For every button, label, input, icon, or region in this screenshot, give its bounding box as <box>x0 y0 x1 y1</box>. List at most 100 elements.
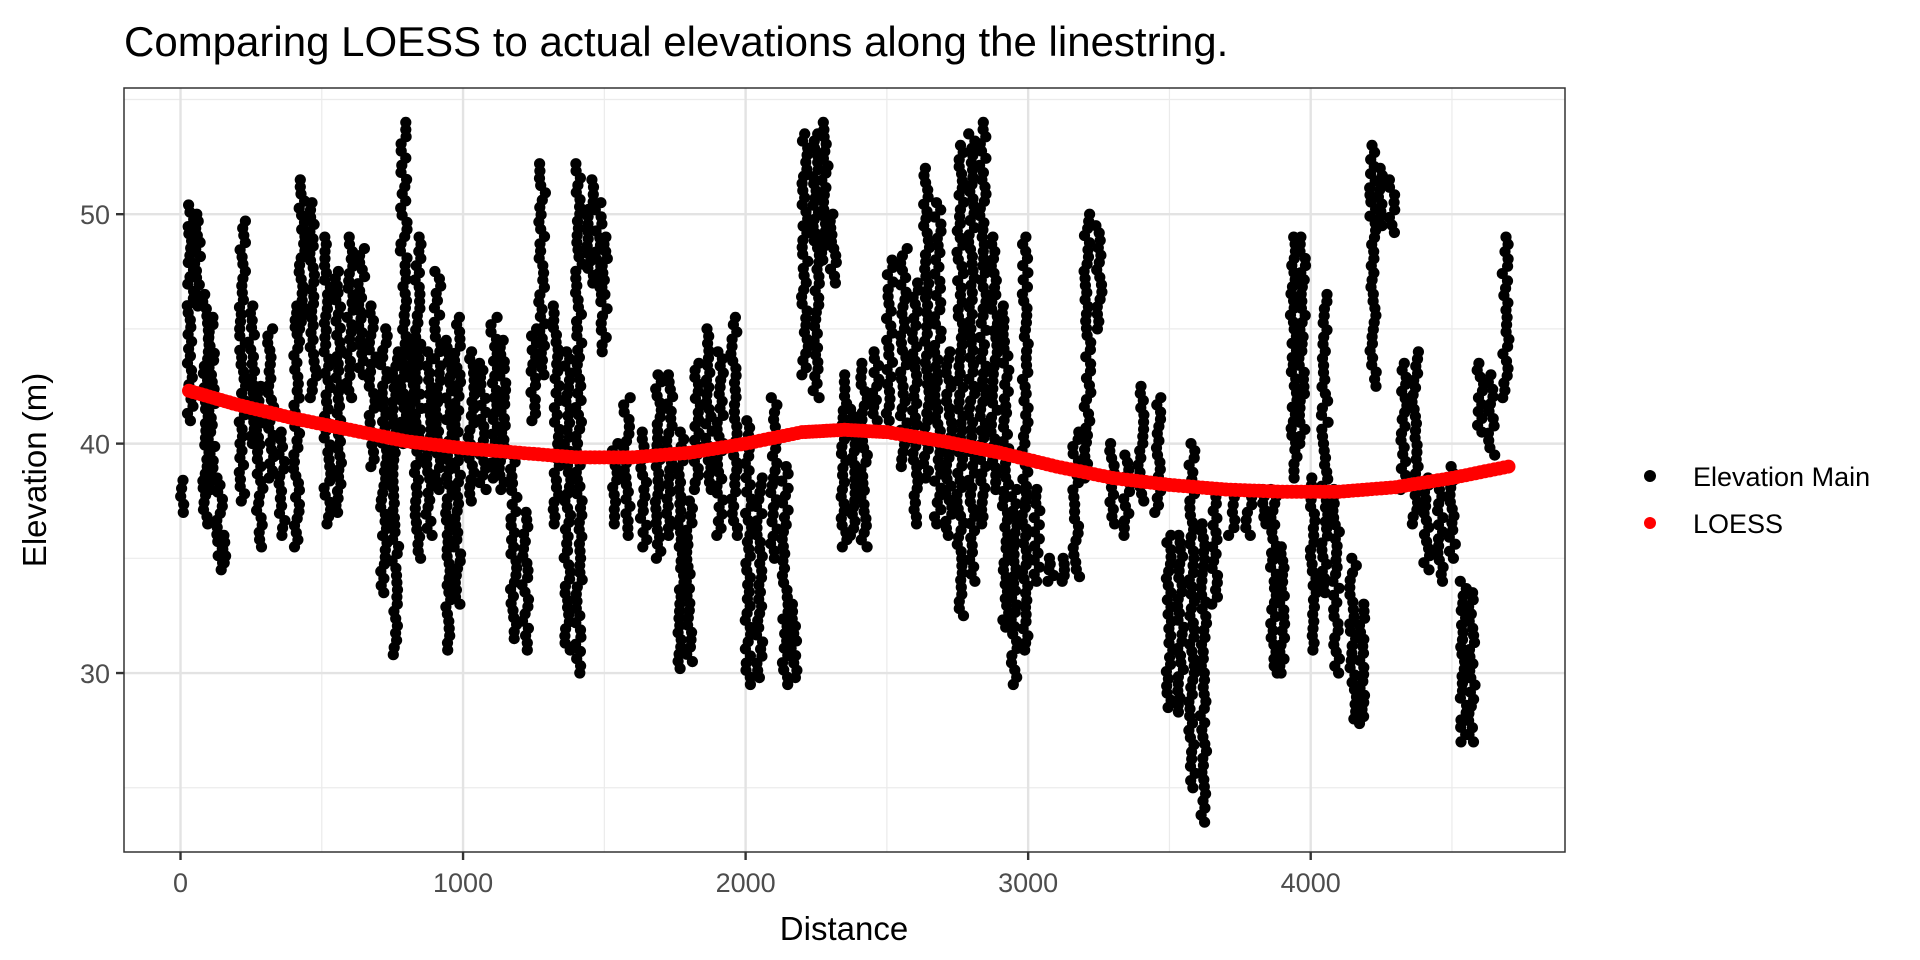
y-axis-title: Elevation (m) <box>16 373 53 567</box>
elevation-point <box>191 208 203 220</box>
elevation-point <box>1020 231 1032 243</box>
elevation-point <box>570 158 582 170</box>
x-tick-label: 2000 <box>716 868 776 898</box>
elevation-point <box>954 139 967 151</box>
elevation-point <box>700 432 712 444</box>
elevation-point <box>786 598 799 610</box>
x-tick-label: 0 <box>173 868 188 898</box>
elevation-point <box>856 357 868 369</box>
x-tick-label: 1000 <box>433 868 493 898</box>
elevation-point <box>207 311 219 323</box>
elevation-point <box>247 300 259 312</box>
elevation-point <box>674 426 686 438</box>
elevation-point <box>624 392 636 404</box>
y-axis: 30 40 50 <box>80 200 124 689</box>
x-axis-title: Distance <box>780 910 908 947</box>
elevation-point <box>997 300 1009 312</box>
elevation-point <box>561 346 573 358</box>
elevation-point <box>1346 552 1358 564</box>
elevation-point <box>209 440 221 453</box>
elevation-point <box>1398 357 1410 369</box>
elevation-point <box>817 116 829 128</box>
elevation-point <box>491 311 503 323</box>
elevation-point <box>886 254 898 266</box>
elevation-point <box>919 162 932 174</box>
elevation-point <box>901 243 913 255</box>
elevation-point <box>177 474 189 486</box>
elevation-point <box>1322 416 1334 428</box>
elevation-point <box>729 311 742 323</box>
elevation-point <box>332 265 344 278</box>
elevation-point <box>586 174 598 186</box>
elevation-point <box>1155 392 1167 404</box>
y-tick-label: 30 <box>80 659 110 689</box>
elevation-point <box>547 300 559 312</box>
elevation-points <box>175 116 1515 828</box>
elevation-point <box>570 265 582 277</box>
elevation-point <box>1165 529 1177 542</box>
elevation-point <box>1295 231 1307 243</box>
elevation-point <box>1358 598 1370 610</box>
elevation-point <box>1043 552 1055 564</box>
elevation-point <box>782 482 794 494</box>
elevation-point <box>1321 288 1333 301</box>
legend-key-loess <box>1644 517 1656 529</box>
elevation-point <box>845 403 857 415</box>
elevation-point <box>712 346 724 358</box>
elevation-point <box>618 399 630 411</box>
legend-label-elevation-main: Elevation Main <box>1693 462 1870 492</box>
elevation-point <box>183 199 195 211</box>
elevation-point <box>422 346 434 358</box>
elevation-point <box>380 323 392 335</box>
elevation-point <box>1467 587 1479 599</box>
elevation-point <box>352 278 364 290</box>
elevation-point <box>1173 529 1185 542</box>
elevation-point <box>440 334 452 346</box>
elevation-point <box>319 231 331 243</box>
elevation-point <box>239 215 251 227</box>
elevation-point <box>1454 575 1466 587</box>
elevation-point <box>741 415 753 427</box>
elevation-point <box>839 369 851 381</box>
x-tick-label: 3000 <box>998 868 1058 898</box>
legend: Elevation Main LOESS <box>1644 462 1870 539</box>
elevation-point <box>429 265 441 278</box>
elevation-point <box>1374 162 1386 174</box>
elevation-point <box>218 529 230 542</box>
loess-point <box>1501 459 1516 474</box>
panel-border <box>123 87 1566 853</box>
elevation-point <box>1485 369 1497 381</box>
elevation-point <box>756 472 768 484</box>
elevation-point <box>1011 483 1023 496</box>
elevation-point <box>780 461 792 473</box>
elevation-point <box>827 208 839 220</box>
elevation-point <box>497 334 509 346</box>
elevation-point <box>636 426 648 438</box>
elevation-point <box>1185 438 1197 450</box>
elevation-point <box>1057 552 1069 564</box>
y-tick-label: 50 <box>80 200 110 230</box>
elevation-point <box>868 346 880 358</box>
y-tick-label: 40 <box>80 430 110 460</box>
x-axis: 0 1000 2000 3000 4000 <box>173 852 1341 898</box>
elevation-point <box>652 369 664 381</box>
elevation-point <box>294 174 306 186</box>
elevation-point <box>1196 518 1208 530</box>
elevation-point <box>1500 231 1512 243</box>
legend-key-elevation-main <box>1644 470 1656 482</box>
elevation-point <box>662 369 675 381</box>
elevation-point <box>177 506 189 518</box>
elevation-point <box>455 548 467 560</box>
elevation-point <box>1090 220 1102 232</box>
elevation-point <box>1031 483 1043 496</box>
elevation-point <box>1105 438 1117 450</box>
elevation-point <box>1383 174 1395 186</box>
elevation-point <box>358 243 370 255</box>
chart-title: Comparing LOESS to actual elevations alo… <box>124 18 1228 65</box>
elevation-point <box>453 311 465 323</box>
elevation-point <box>930 197 943 209</box>
elevation-point <box>365 300 377 312</box>
elevation-point <box>987 231 999 243</box>
elevation-point <box>1306 472 1318 484</box>
